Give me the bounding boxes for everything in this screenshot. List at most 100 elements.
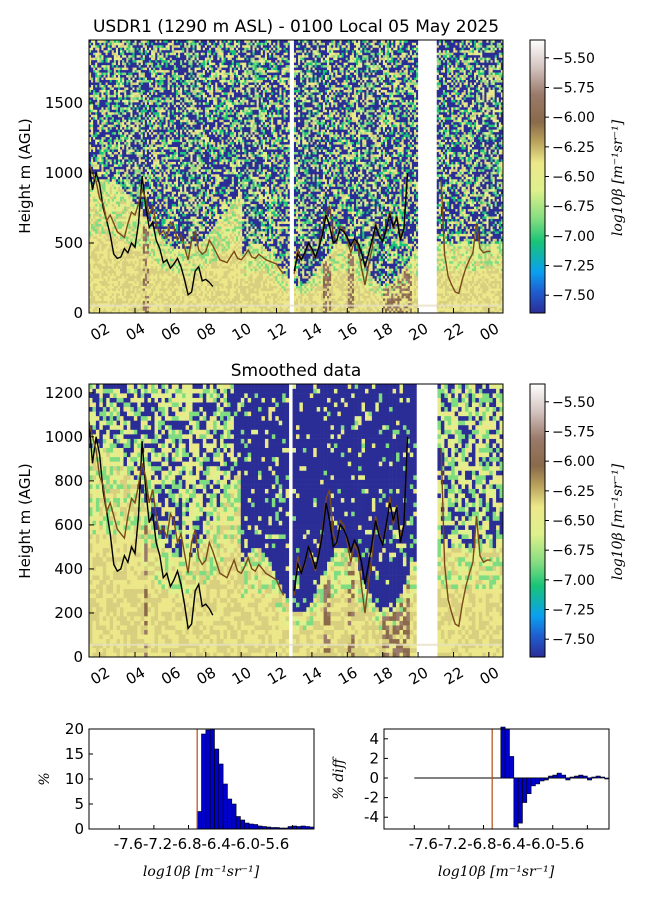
heatmap-cell — [111, 238, 115, 242]
heatmap-cell — [175, 270, 179, 274]
heatmap-cell — [149, 72, 152, 76]
heatmap-cell — [142, 119, 146, 123]
heatmap-cell — [105, 273, 108, 277]
heatmap-cell — [175, 139, 179, 143]
heatmap-cell — [146, 295, 150, 299]
heatmap-cell — [151, 186, 154, 190]
heatmap-cell — [126, 308, 129, 311]
heatmap-cell — [159, 144, 162, 148]
heatmap-cell — [146, 169, 150, 172]
heatmap-cell — [140, 116, 144, 120]
heatmap-cell — [122, 169, 125, 172]
heatmap-cell — [99, 211, 102, 215]
heatmap-cell — [144, 275, 148, 279]
heatmap-cell — [175, 119, 179, 123]
heatmap-cell — [159, 275, 162, 279]
heatmap-cell — [138, 109, 142, 113]
heatmap-cell — [138, 119, 142, 123]
heatmap-cell — [89, 226, 92, 229]
heatmap-cell — [140, 288, 144, 291]
heatmap-cell — [153, 114, 156, 118]
heatmap-cell — [109, 144, 113, 148]
heatmap-cell — [109, 211, 113, 215]
heatmap-cell — [95, 191, 98, 195]
heatmap-cell — [169, 77, 173, 81]
heatmap-cell — [113, 42, 117, 46]
heatmap-cell — [167, 178, 171, 182]
heatmap-cell — [146, 49, 150, 53]
heatmap-cell — [134, 308, 137, 311]
heatmap-cell — [138, 139, 142, 143]
heatmap-cell — [99, 114, 102, 118]
heatmap-cell — [163, 201, 166, 205]
heatmap-cell — [144, 164, 148, 167]
heatmap-cell — [97, 300, 100, 304]
heatmap-cell — [140, 134, 144, 138]
heatmap-cell — [111, 196, 115, 200]
heatmap-cell — [167, 74, 171, 78]
heatmap-cell — [157, 54, 160, 58]
heatmap-cell — [157, 181, 160, 185]
heatmap-cell — [163, 270, 166, 274]
heatmap-cell — [111, 62, 115, 66]
heatmap-cell — [140, 193, 144, 197]
heatmap-cell — [89, 154, 92, 157]
heatmap-cell — [122, 62, 125, 66]
heatmap-cell — [167, 166, 171, 170]
heatmap-cell — [97, 154, 100, 157]
heatmap-cell — [99, 151, 102, 155]
heatmap-cell — [93, 248, 96, 252]
heatmap-cell — [93, 213, 96, 217]
heatmap-cell — [173, 280, 177, 284]
heatmap-cell — [117, 74, 121, 78]
heatmap-cell — [120, 285, 123, 289]
heatmap-cell — [167, 186, 171, 190]
heatmap-cell — [124, 221, 127, 224]
heatmap-cell — [122, 154, 125, 157]
heatmap-cell — [167, 54, 171, 58]
heatmap-cell — [157, 77, 160, 81]
heatmap-cell — [122, 238, 125, 242]
heatmap-cell — [161, 169, 164, 172]
heatmap-cell — [128, 69, 131, 73]
heatmap-cell — [101, 293, 104, 296]
heatmap-cell — [105, 47, 108, 51]
heatmap-cell — [157, 156, 160, 160]
heatmap-cell — [91, 82, 94, 85]
heatmap-cell — [93, 166, 96, 170]
heatmap-cell — [91, 79, 94, 83]
heatmap-cell — [171, 248, 175, 252]
heatmap-cell — [130, 40, 133, 43]
heatmap-cell — [157, 119, 160, 123]
heatmap-cell — [157, 253, 160, 257]
heatmap-cell — [134, 273, 137, 277]
heatmap-cell — [163, 62, 166, 66]
heatmap-cell — [101, 57, 104, 61]
heatmap-cell — [180, 298, 183, 301]
heatmap-cell — [136, 59, 139, 63]
heatmap-cell — [165, 310, 168, 313]
heatmap-cell — [109, 174, 113, 177]
heatmap-cell — [161, 226, 164, 229]
heatmap-cell — [132, 109, 135, 113]
heatmap-cell — [134, 107, 137, 110]
heatmap-cell — [169, 159, 173, 162]
heatmap-cell — [105, 166, 108, 170]
heatmap-cell — [178, 52, 181, 56]
heatmap-cell — [101, 79, 104, 83]
heatmap-cell — [178, 77, 181, 81]
heatmap-cell — [149, 245, 152, 249]
heatmap-cell — [113, 288, 117, 291]
heatmap-cell — [155, 293, 158, 296]
heatmap-cell — [117, 198, 121, 202]
heatmap-cell — [144, 131, 148, 135]
heatmap-cell — [165, 193, 168, 197]
heatmap-cell — [113, 221, 117, 224]
heatmap-cell — [126, 139, 129, 143]
heatmap-cell — [142, 290, 146, 294]
heatmap-cell — [171, 216, 175, 219]
heatmap-cell — [146, 79, 150, 83]
heatmap-cell — [159, 201, 162, 205]
heatmap-cell — [105, 164, 108, 167]
heatmap-cell — [153, 156, 156, 160]
